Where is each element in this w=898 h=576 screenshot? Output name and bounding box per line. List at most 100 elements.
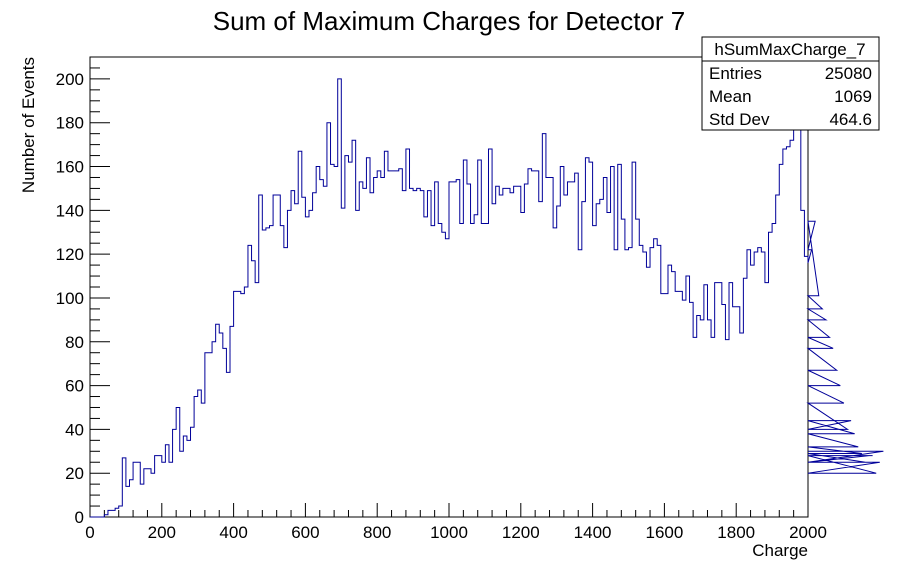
histogram-bin	[672, 272, 676, 517]
histogram-bin	[524, 184, 528, 517]
y-tick-label: 200	[56, 70, 84, 89]
histogram-bin	[453, 182, 457, 517]
histogram-bin	[621, 219, 625, 517]
histogram-bin	[147, 469, 151, 517]
histogram-bin	[442, 232, 446, 517]
x-tick-label: 1200	[502, 523, 540, 542]
histogram-bin	[431, 226, 435, 517]
histogram-bin	[219, 333, 223, 517]
histogram-bin	[467, 184, 471, 517]
histogram-bin	[338, 79, 342, 517]
histogram-bin	[804, 256, 808, 517]
histogram-bin	[320, 180, 324, 517]
histogram-bin	[772, 223, 776, 517]
histogram-bin	[438, 223, 442, 517]
y-tick-label: 160	[56, 158, 84, 177]
y-tick-label: 20	[65, 464, 84, 483]
histogram-bin	[234, 291, 238, 517]
histogram-bin	[463, 160, 467, 517]
histogram-bin	[176, 407, 180, 517]
histogram-bin	[550, 177, 554, 517]
histogram-bin	[313, 193, 317, 517]
histogram-bin	[295, 204, 299, 517]
histogram-bin	[255, 283, 259, 517]
x-axis-label: Charge	[752, 541, 808, 560]
histogram-bin	[129, 480, 133, 517]
histogram-bin	[733, 307, 737, 517]
histogram-bin	[740, 333, 744, 517]
histogram-bin	[424, 217, 428, 517]
histogram-bin	[284, 248, 288, 517]
histogram-bin	[133, 462, 137, 517]
histogram-bin	[657, 245, 661, 517]
histogram-bin	[564, 195, 568, 517]
histogram-bin	[711, 337, 715, 517]
histogram-bin	[718, 283, 722, 517]
y-tick-label: 40	[65, 420, 84, 439]
histogram-bin	[614, 250, 618, 517]
stats-box: hSumMaxCharge_7 Entries 25080 Mean 1069 …	[701, 36, 880, 131]
histogram-bin	[535, 171, 539, 517]
histogram-bin	[481, 223, 485, 517]
histogram-bin	[104, 515, 108, 517]
y-tick-label: 0	[75, 508, 84, 527]
histogram-bin	[151, 473, 155, 517]
histogram-bin	[331, 164, 335, 517]
histogram-series-line	[90, 78, 884, 518]
stats-entries-value: 25080	[825, 64, 872, 83]
histogram-bin	[575, 173, 579, 517]
histogram-bin	[122, 458, 126, 517]
histogram-bin	[370, 193, 374, 517]
histogram-bin	[729, 283, 733, 517]
x-tick-label: 600	[291, 523, 319, 542]
histogram-bin	[715, 283, 719, 517]
x-tick-label: 1000	[430, 523, 468, 542]
histogram-bin	[697, 315, 701, 517]
histogram-bin	[384, 151, 388, 517]
histogram-bin	[725, 340, 729, 517]
histogram-bin	[395, 171, 399, 517]
histogram-bin	[287, 210, 291, 517]
histogram-bin	[449, 182, 453, 517]
x-tick-label: 1600	[645, 523, 683, 542]
stats-entries-label: Entries	[709, 64, 762, 83]
histogram-bin	[445, 239, 449, 517]
histogram-bin	[298, 151, 302, 517]
histogram-bin	[790, 140, 794, 517]
stats-stddev-label: Std Dev	[709, 110, 770, 129]
histogram-bin	[187, 440, 191, 517]
histogram-bin	[707, 320, 711, 517]
histogram-bin	[471, 223, 475, 517]
histogram-bin	[115, 508, 119, 517]
histogram-bin	[758, 248, 762, 517]
histogram-bin	[144, 469, 148, 517]
histogram-bin	[392, 171, 396, 517]
histogram-bin	[794, 107, 798, 517]
histogram-bin	[769, 232, 773, 517]
histogram-bin	[291, 191, 295, 517]
histogram-bin	[506, 188, 510, 517]
histogram-bin	[348, 162, 352, 517]
histogram-bin	[374, 177, 378, 517]
histogram-bin	[589, 162, 593, 517]
histogram-bin	[208, 353, 212, 517]
histogram-bin	[639, 245, 643, 517]
histogram-bin	[560, 167, 564, 517]
histogram-bin	[388, 171, 392, 517]
stats-stddev-value: 464.6	[829, 110, 872, 129]
histogram-bin	[686, 276, 690, 517]
histogram-bin	[492, 204, 496, 517]
histogram-bin	[629, 248, 633, 517]
histogram-bin	[474, 215, 478, 517]
histogram-bin	[356, 210, 360, 517]
histogram-bin	[205, 353, 209, 517]
y-tick-label: 140	[56, 201, 84, 220]
histogram-bin	[427, 191, 431, 517]
histogram-bin	[305, 217, 309, 517]
histogram-bin	[273, 195, 277, 517]
histogram-bin	[503, 188, 507, 517]
histogram-bin	[517, 186, 521, 517]
histogram-bin	[381, 177, 385, 517]
histogram-bin	[607, 213, 611, 517]
